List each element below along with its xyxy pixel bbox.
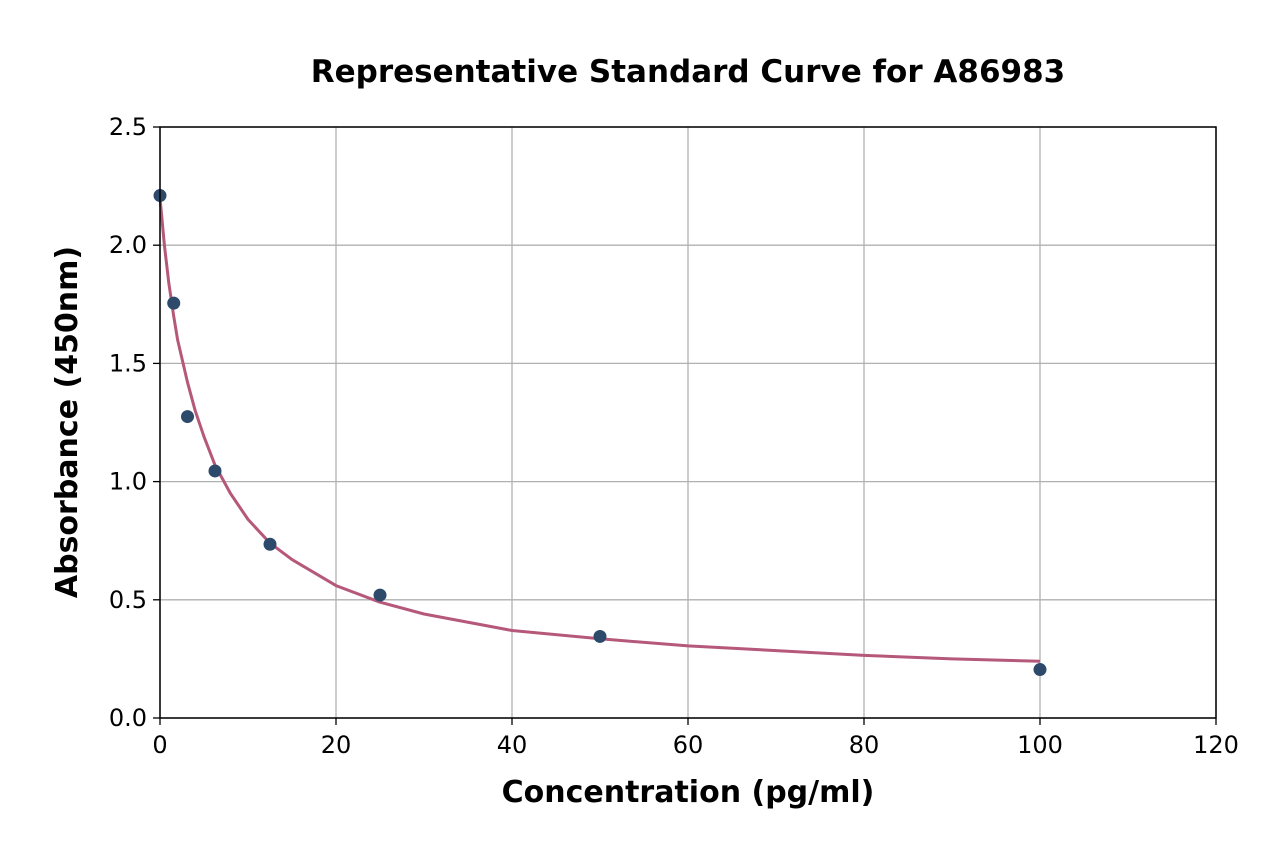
x-tick-label: 40 <box>497 731 528 759</box>
x-tick-label: 0 <box>152 731 167 759</box>
y-tick-label: 1.5 <box>109 349 147 377</box>
y-tick-label: 0.0 <box>109 704 147 732</box>
data-point <box>181 410 194 424</box>
y-axis-label: Absorbance (450nm) <box>50 246 85 598</box>
plot-frame <box>159 126 1217 719</box>
data-point <box>208 464 222 478</box>
x-tick-label: 100 <box>1017 731 1063 759</box>
y-tick-label: 2.0 <box>109 231 147 259</box>
x-tick-label: 20 <box>321 731 352 759</box>
y-tick-label: 2.5 <box>109 113 147 141</box>
data-point <box>167 296 181 310</box>
data-point <box>263 537 277 551</box>
x-tick-label: 120 <box>1193 731 1239 759</box>
data-point <box>1033 663 1047 677</box>
axis-ticks: 0 20 40 60 80 100 120 0.0 0.5 1.0 1.5 2.0 2.5 <box>109 113 1239 759</box>
fit-curve-layer <box>158 197 1041 663</box>
chart-title: Representative Standard Curve for A86983 <box>311 54 1066 90</box>
data-point <box>593 629 607 643</box>
x-axis-label: Concentration (pg/ml) <box>502 775 875 810</box>
x-tick-label: 60 <box>673 731 704 759</box>
y-tick-label: 1.0 <box>109 468 147 496</box>
x-tick-label: 80 <box>849 731 880 759</box>
grid-lines <box>159 126 1217 719</box>
data-points <box>153 189 1047 677</box>
y-tick-label: 0.5 <box>109 586 147 614</box>
fit-curve-line <box>158 197 1041 663</box>
data-point <box>373 588 387 602</box>
